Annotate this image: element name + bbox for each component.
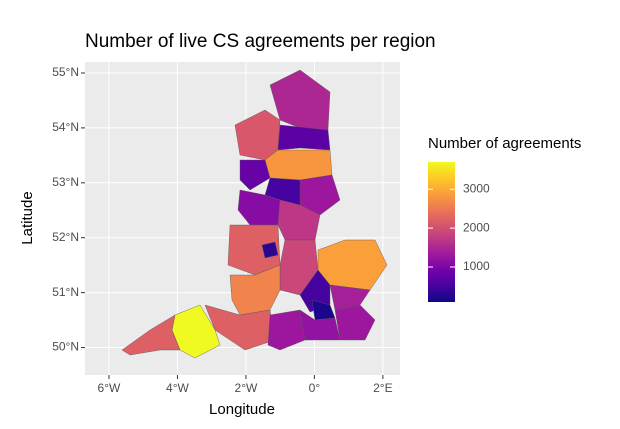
legend-title: Number of agreements — [428, 135, 581, 152]
x-tick-label: 4°W — [166, 381, 189, 395]
legend-label: 2000 — [463, 220, 490, 234]
y-tick-label: 53°N — [52, 175, 79, 189]
x-tick-label: 2°W — [235, 381, 258, 395]
region — [229, 264, 281, 316]
y-axis-title: Latitude — [19, 191, 36, 244]
y-tick-label: 52°N — [52, 230, 79, 244]
region — [267, 309, 306, 351]
x-tick-label: 2°E — [373, 381, 392, 395]
region — [121, 314, 181, 356]
region — [277, 124, 331, 151]
colorbar — [428, 162, 455, 302]
legend-label: 3000 — [463, 181, 490, 195]
legend-label: 1000 — [463, 259, 490, 273]
region — [334, 304, 376, 341]
x-axis-title: Longitude — [209, 401, 275, 418]
y-tick-label: 54°N — [52, 120, 79, 134]
chart-title: Number of live CS agreements per region — [85, 31, 436, 52]
region — [264, 149, 333, 181]
y-tick-label: 50°N — [52, 340, 79, 354]
y-tick-label: 55°N — [52, 65, 79, 79]
region — [299, 269, 331, 313]
x-tick-label: 6°W — [98, 381, 121, 395]
region — [299, 309, 341, 341]
region — [239, 159, 271, 191]
y-tick-label: 51°N — [52, 285, 79, 299]
region — [261, 241, 279, 259]
x-tick-label: 0° — [309, 381, 321, 395]
